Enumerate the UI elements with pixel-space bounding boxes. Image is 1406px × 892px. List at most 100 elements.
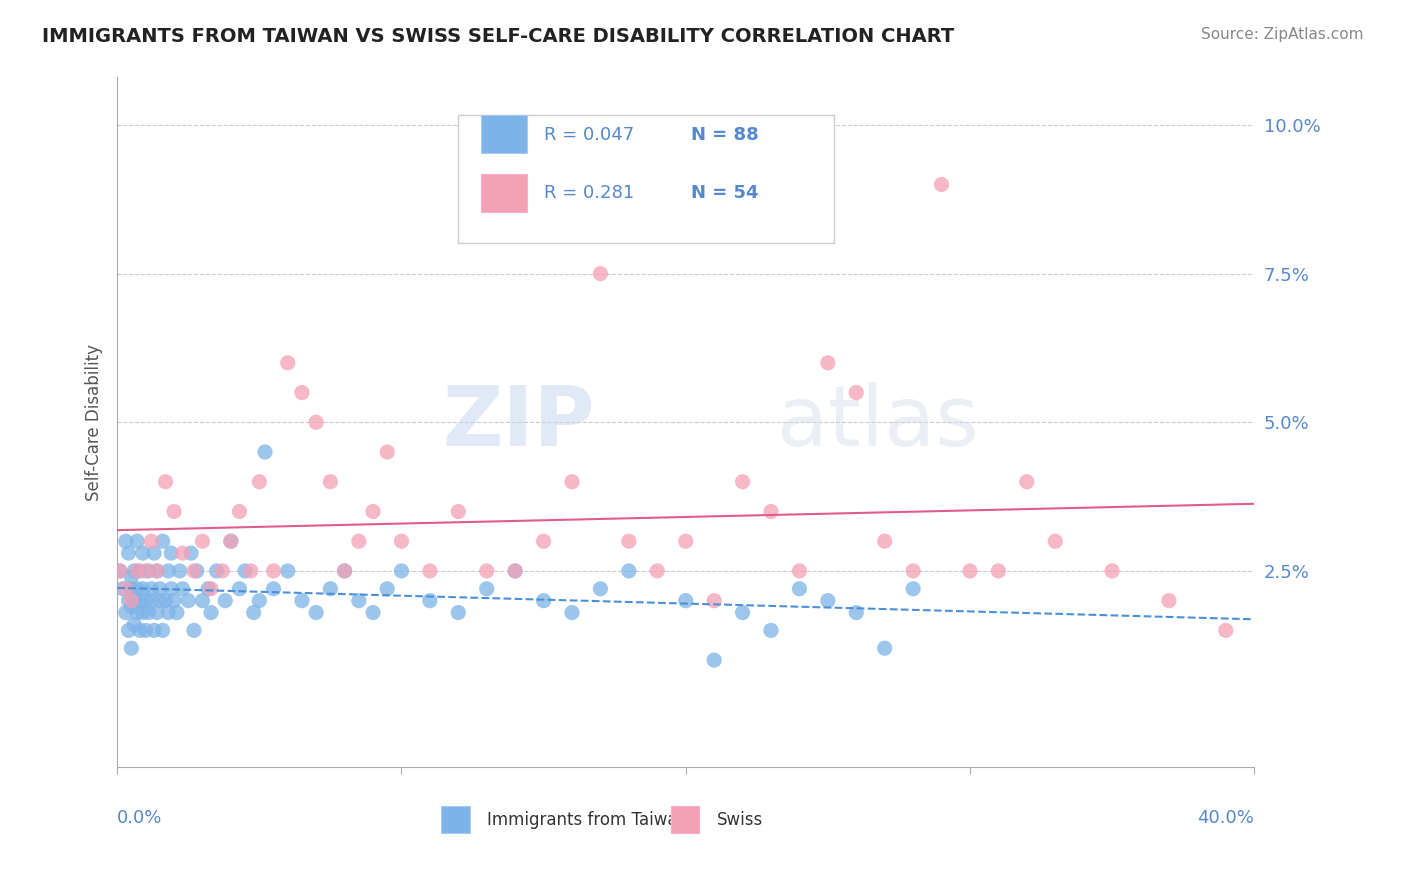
Point [475,582,498,596]
Point [211,564,233,578]
Point [219,534,242,549]
Point [120,641,142,656]
Point [197,582,219,596]
FancyBboxPatch shape [481,115,526,153]
Point [263,582,285,596]
Point [561,606,583,620]
Point [305,606,328,620]
Point [901,582,924,596]
Point [759,504,782,518]
Point [391,564,413,578]
Text: 40.0%: 40.0% [1198,808,1254,827]
Point [901,564,924,578]
Point [731,475,754,489]
FancyBboxPatch shape [441,806,470,832]
Point [117,624,139,638]
Point [141,534,163,549]
Point [447,504,470,518]
Text: 0.0%: 0.0% [117,808,163,827]
Point [233,564,256,578]
Point [503,564,526,578]
Point [183,624,205,638]
Point [200,582,222,596]
Point [277,564,299,578]
Point [375,582,398,596]
Point [617,564,640,578]
Point [129,564,152,578]
Point [419,593,441,607]
Point [675,534,697,549]
Point [228,504,250,518]
Point [117,546,139,560]
Point [931,178,953,192]
Point [817,356,839,370]
Point [146,564,169,578]
Point [447,606,470,620]
Point [127,606,149,620]
Point [120,599,142,614]
Point [129,593,152,607]
Point [146,564,169,578]
Point [247,593,270,607]
Point [789,582,811,596]
Point [503,564,526,578]
Point [108,564,131,578]
Point [239,564,262,578]
Text: Swiss: Swiss [717,811,762,829]
Point [132,582,155,596]
Point [127,534,149,549]
Point [617,534,640,549]
Point [120,593,142,607]
Point [155,475,177,489]
Point [253,445,276,459]
Point [155,593,177,607]
Point [533,534,555,549]
Point [228,582,250,596]
Point [186,564,208,578]
Point [645,564,668,578]
Point [152,624,174,638]
Point [214,593,236,607]
Point [127,564,149,578]
Text: R = 0.281: R = 0.281 [544,185,634,202]
Point [263,564,285,578]
Point [1015,475,1038,489]
Point [731,606,754,620]
Point [120,582,142,596]
Point [305,415,328,429]
Point [172,546,194,560]
Point [1157,593,1180,607]
Point [163,504,186,518]
Point [1045,534,1067,549]
Point [419,564,441,578]
Point [1101,564,1123,578]
FancyBboxPatch shape [481,174,526,212]
Point [143,624,166,638]
Point [111,582,134,596]
Point [1215,624,1237,638]
Point [675,593,697,607]
Point [143,546,166,560]
Point [138,606,160,620]
Text: ZIP: ZIP [443,382,595,463]
Point [333,564,356,578]
Point [163,593,186,607]
Point [789,564,811,578]
Point [219,534,242,549]
Point [114,582,136,596]
Point [347,593,370,607]
Point [817,593,839,607]
Point [132,546,155,560]
Point [135,593,157,607]
Y-axis label: Self-Care Disability: Self-Care Disability [86,343,103,500]
Point [533,593,555,607]
Point [157,564,180,578]
Point [149,582,172,596]
Point [242,606,264,620]
Point [152,534,174,549]
Point [135,564,157,578]
Point [177,593,200,607]
Point [375,445,398,459]
Point [135,624,157,638]
Point [138,564,160,578]
